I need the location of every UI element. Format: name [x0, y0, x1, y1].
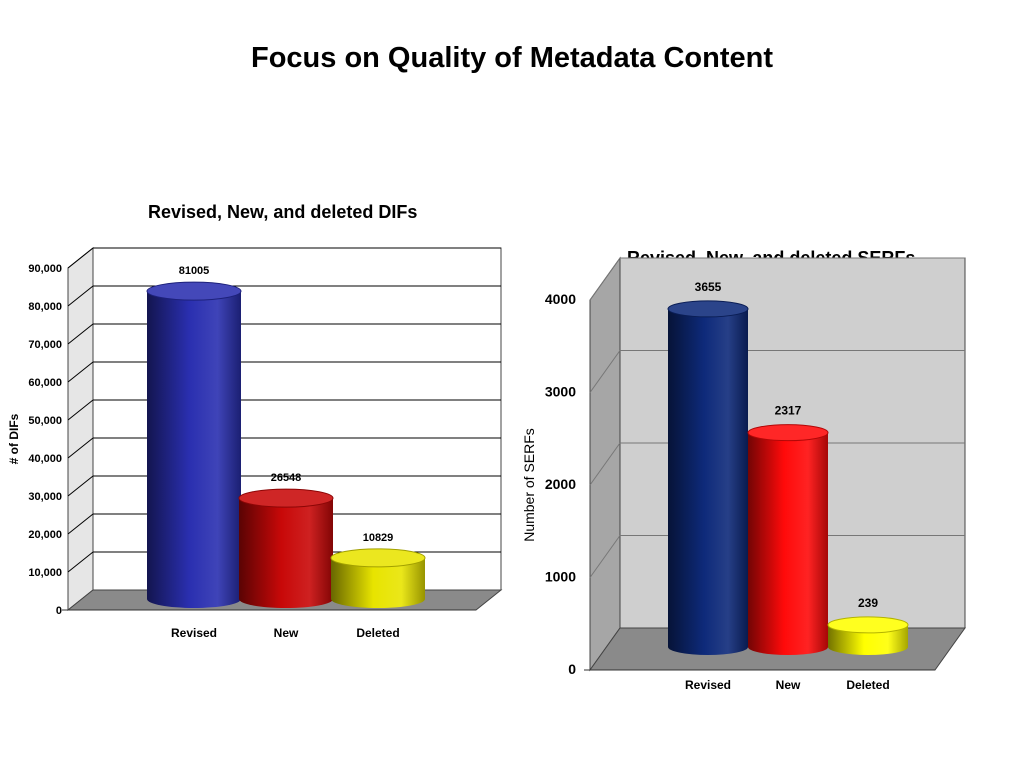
bar-body: [748, 432, 828, 655]
y-tick-label: 70,000: [28, 339, 62, 351]
gridline-side: [67, 513, 94, 535]
y-tick-label: 4000: [545, 291, 576, 307]
side-wall: [67, 246, 94, 612]
x-category-label: Revised: [685, 678, 731, 692]
bar-deleted: [330, 548, 426, 608]
y-tick-label: 80,000: [28, 301, 62, 313]
bar-body: [331, 557, 425, 608]
bar-top: [146, 281, 242, 301]
y-axis-label: Number of SERFs: [521, 428, 537, 542]
y-tick-label: 0: [56, 605, 62, 617]
dif-chart-title: Revised, New, and deleted DIFs: [148, 202, 418, 222]
y-tick-label: 2000: [545, 476, 576, 492]
gridline-side: [589, 535, 621, 578]
y-tick-label: 0: [568, 661, 576, 677]
gridline-side: [589, 257, 621, 301]
bar-new: [238, 488, 334, 608]
serf-chart: 0 1000 2000 3000 4000 Number of SERFs 3655 Revi…: [521, 256, 966, 692]
x-category-label: Revised: [171, 626, 217, 640]
bar-body: [147, 291, 241, 608]
bar-top: [667, 300, 749, 318]
bar-top: [747, 424, 829, 442]
gridline-side: [67, 551, 94, 573]
x-category-label: New: [776, 678, 801, 692]
gridline-side: [67, 475, 94, 497]
gridline-side: [67, 437, 94, 459]
gridline-side: [67, 323, 94, 345]
bar-new: [747, 424, 829, 655]
y-tick-label: 90,000: [28, 263, 62, 275]
y-tick-label: 20,000: [28, 529, 62, 541]
x-category-label: Deleted: [846, 678, 889, 692]
data-label: 81005: [179, 265, 210, 277]
y-axis-label: # of DIFs: [7, 413, 21, 464]
bar-revised: [146, 281, 242, 608]
y-tick-label: 3000: [545, 384, 576, 400]
bar-body: [668, 308, 748, 655]
data-label: 3655: [695, 280, 722, 294]
bar-top: [238, 488, 334, 508]
gridline-side: [67, 361, 94, 383]
slide-title: Focus on Quality of Metadata Content: [250, 42, 773, 74]
gridline-side: [67, 247, 94, 269]
bar-top: [330, 548, 426, 568]
y-tick-label: 10,000: [28, 567, 62, 579]
bar-top: [827, 616, 909, 634]
data-label: 26548: [271, 472, 302, 484]
bar-revised: [667, 300, 749, 655]
x-category-label: New: [274, 626, 299, 640]
y-tick-label: 50,000: [28, 415, 62, 427]
bar-body: [239, 498, 333, 608]
gridline-side: [589, 442, 621, 486]
y-tick-label: 40,000: [28, 453, 62, 465]
y-tick-label: 60,000: [28, 377, 62, 389]
data-label: 2317: [775, 404, 802, 418]
bar-deleted: [827, 616, 909, 655]
data-label: 239: [858, 596, 878, 610]
gridline-side: [67, 399, 94, 421]
bar-body: [828, 624, 908, 655]
data-label: 10829: [363, 532, 394, 544]
gridline-side: [589, 350, 621, 393]
x-category-label: Deleted: [356, 626, 399, 640]
y-tick-label: 30,000: [28, 491, 62, 503]
y-tick-label: 1000: [545, 569, 576, 585]
gridline-side: [67, 285, 94, 307]
dif-chart: 0 10,000 20,000 30,000 40,000 50,000 60,000 70,…: [7, 246, 503, 640]
